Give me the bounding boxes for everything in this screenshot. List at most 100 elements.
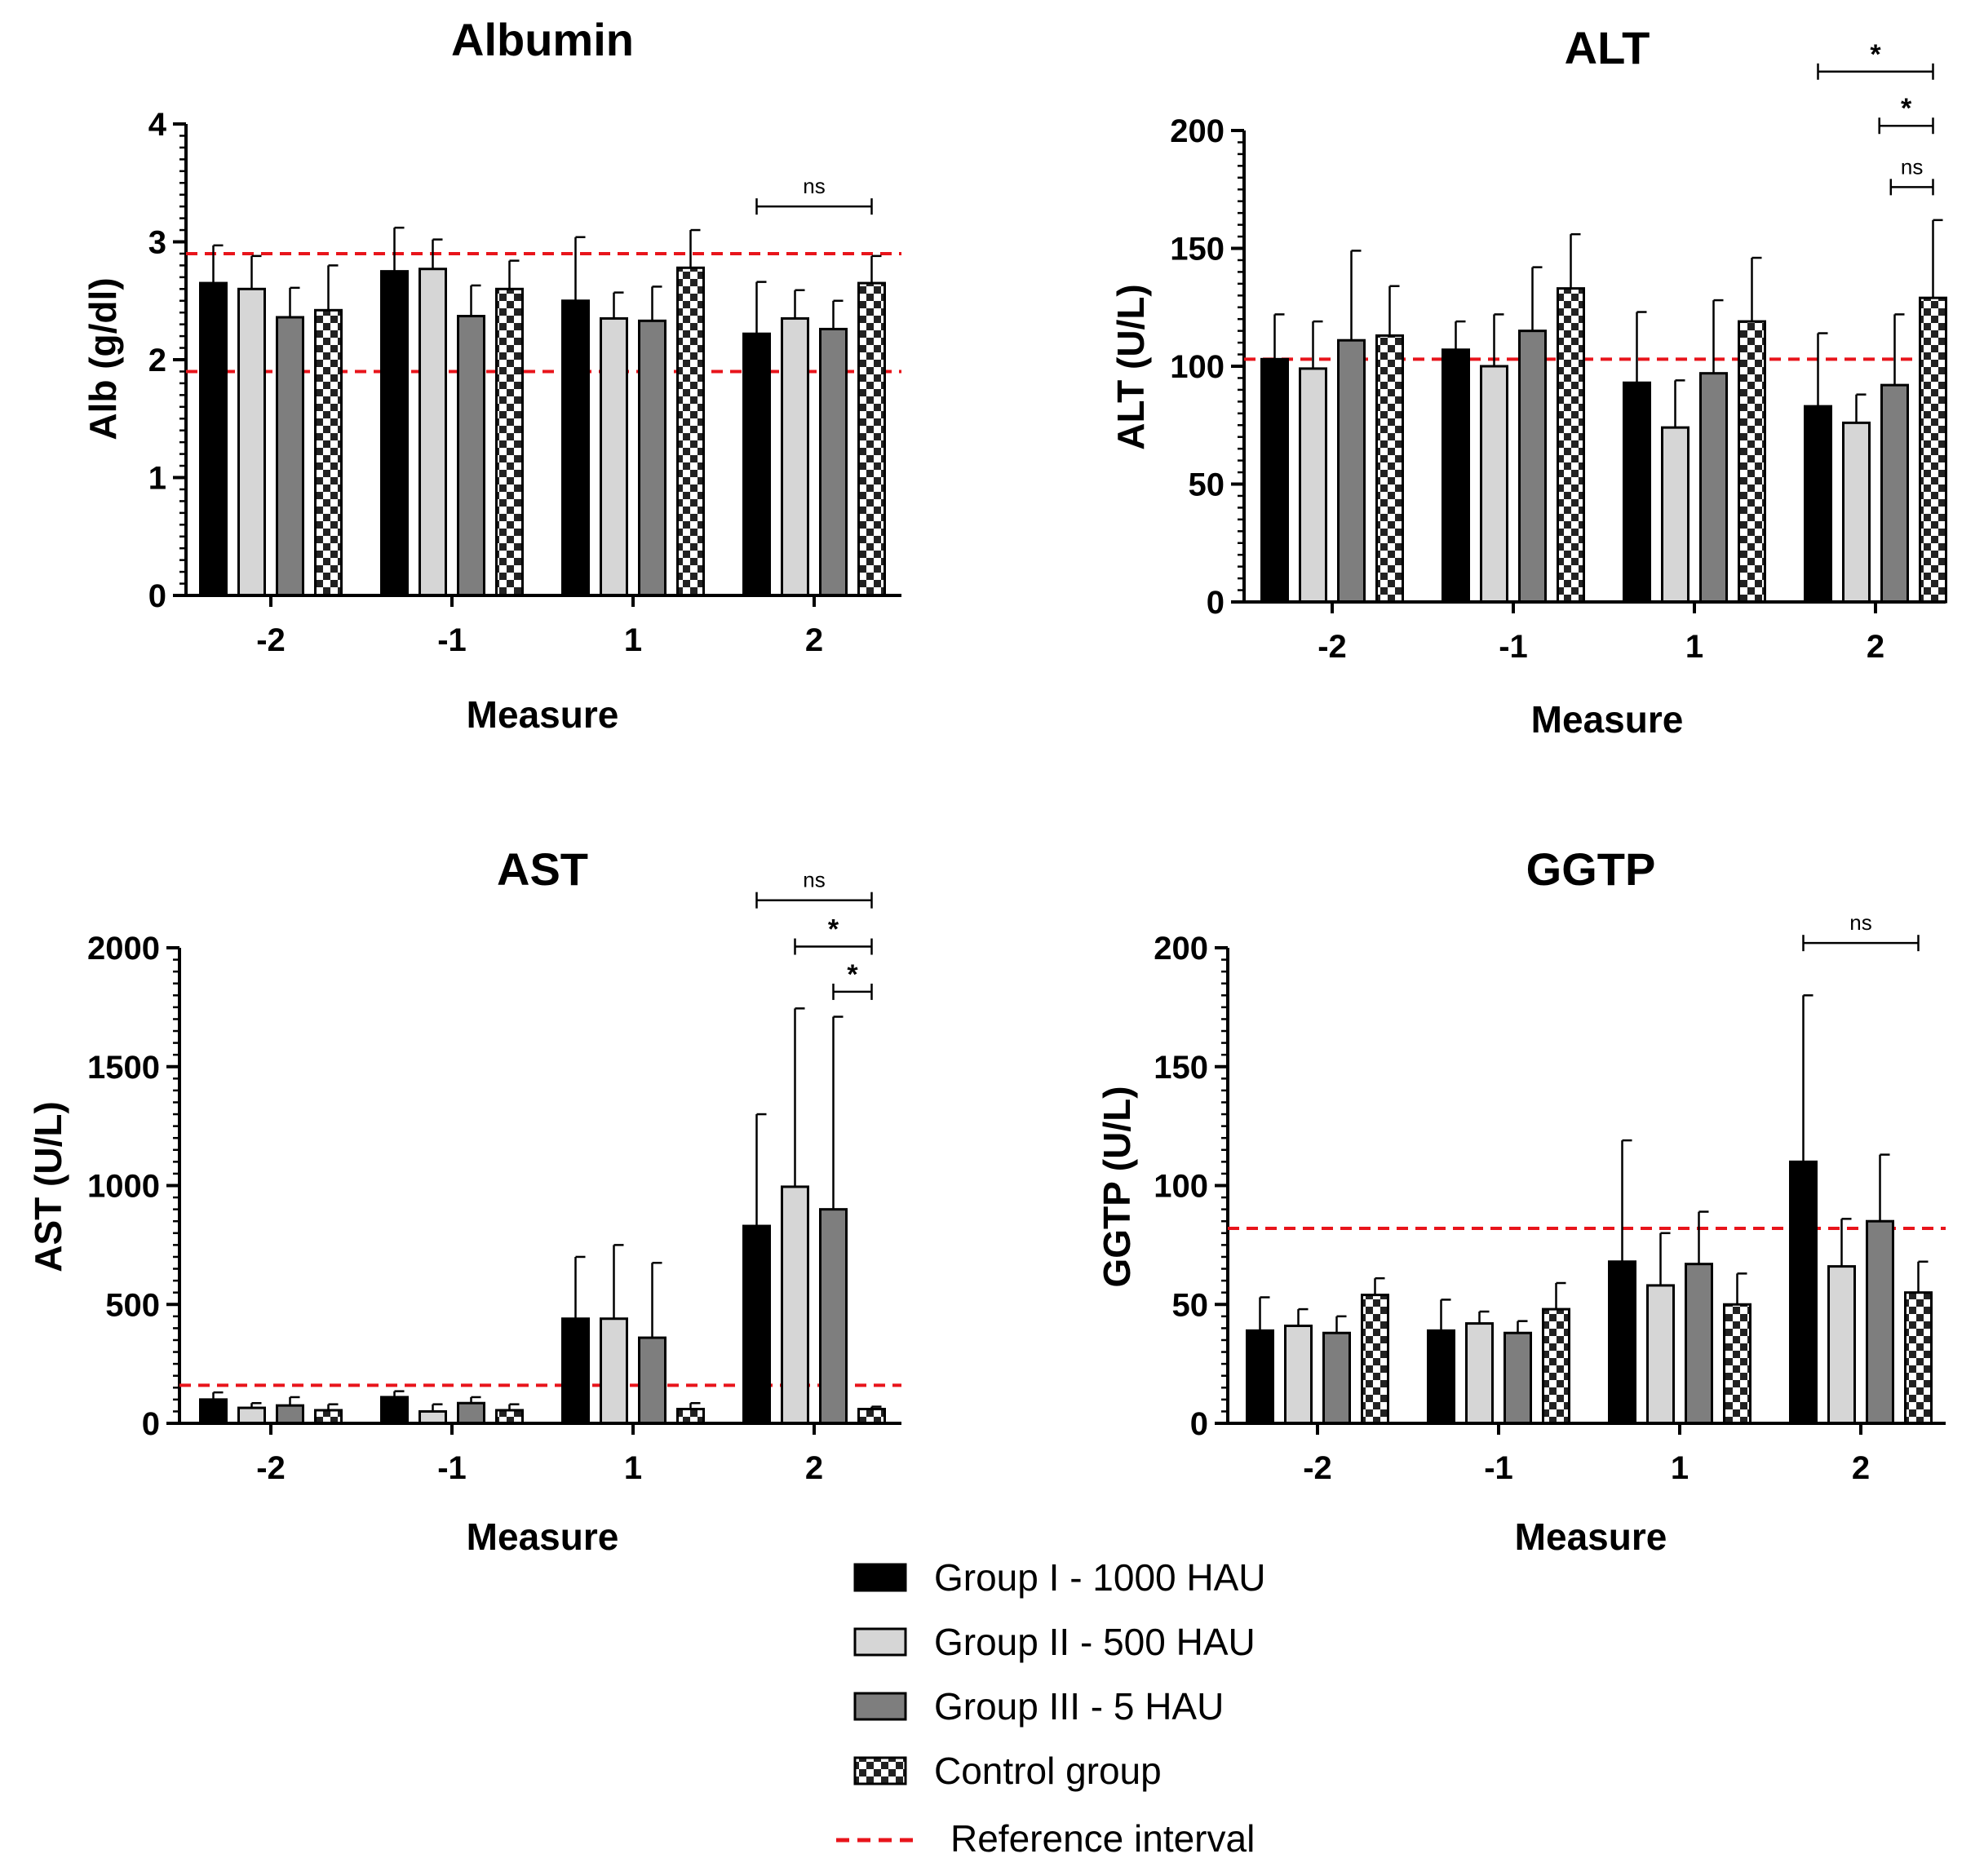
bar xyxy=(199,1398,228,1425)
bar xyxy=(1480,365,1508,604)
bar xyxy=(495,1409,524,1425)
chart-title: ALT xyxy=(1565,22,1650,73)
x-tick-label: 2 xyxy=(805,1450,823,1486)
bar xyxy=(1299,367,1327,604)
x-tick-label: 1 xyxy=(1671,1450,1689,1486)
chart-title: GGTP xyxy=(1526,843,1656,895)
y-tick-label: 1500 xyxy=(87,1050,160,1086)
bar xyxy=(819,327,848,597)
bar xyxy=(237,1406,266,1425)
legend-label: Group I - 1000 HAU xyxy=(934,1556,1266,1599)
bar xyxy=(781,1185,809,1425)
y-tick-label: 3 xyxy=(148,225,166,261)
significance-label: ns xyxy=(1901,154,1923,179)
bar xyxy=(819,1208,848,1425)
x-tick-label: -2 xyxy=(256,622,286,658)
y-tick-label: 500 xyxy=(105,1287,160,1323)
bar xyxy=(314,308,343,597)
bar xyxy=(457,315,485,597)
legend-swatch xyxy=(853,1627,907,1657)
x-tick-label: -2 xyxy=(1303,1450,1332,1486)
legend-label: Group III - 5 HAU xyxy=(934,1685,1224,1728)
bar xyxy=(1260,357,1289,604)
bar xyxy=(1427,1329,1455,1425)
legend-item-reference: Reference interval xyxy=(836,1817,1255,1860)
legend-label: Reference interval xyxy=(950,1817,1255,1860)
bar xyxy=(1919,296,1947,604)
bar xyxy=(1284,1324,1313,1425)
chart-title: Albumin xyxy=(451,14,634,65)
bar xyxy=(561,299,590,597)
bar xyxy=(199,281,228,597)
y-axis-label: GGTP (U/L) xyxy=(1096,1086,1138,1287)
x-tick-label: 2 xyxy=(805,622,823,658)
bar xyxy=(237,287,266,597)
bar xyxy=(600,316,628,597)
y-axis-label: Alb (g/dl) xyxy=(82,277,124,440)
y-tick-label: 50 xyxy=(1172,1287,1209,1323)
bar xyxy=(1685,1263,1713,1425)
bar xyxy=(1557,287,1585,604)
bar xyxy=(676,266,705,597)
significance-label: * xyxy=(828,914,839,945)
bar xyxy=(1804,405,1832,604)
y-tick-label: 0 xyxy=(148,578,166,614)
bar xyxy=(1661,426,1690,604)
y-tick-label: 2000 xyxy=(87,931,160,967)
x-axis-label: Measure xyxy=(1515,1515,1667,1558)
chart-title: AST xyxy=(497,843,588,895)
y-tick-label: 100 xyxy=(1154,1169,1208,1205)
x-tick-label: -2 xyxy=(1318,629,1347,665)
bar xyxy=(676,1408,705,1425)
bar xyxy=(638,319,666,597)
bar xyxy=(1904,1291,1933,1425)
bar xyxy=(1361,1294,1389,1425)
y-tick-label: 50 xyxy=(1189,467,1225,503)
bar xyxy=(1738,320,1766,604)
bar xyxy=(1542,1307,1570,1425)
bar xyxy=(1789,1160,1818,1425)
legend-label: Control group xyxy=(934,1750,1162,1792)
x-tick-label: 1 xyxy=(624,1450,642,1486)
legend-item-group-1: Group I - 1000 HAU xyxy=(853,1556,1266,1599)
bar xyxy=(1465,1322,1494,1425)
bar xyxy=(1723,1303,1752,1425)
bar xyxy=(1623,381,1651,604)
x-tick-label: -1 xyxy=(1499,629,1528,665)
bar xyxy=(1827,1265,1856,1425)
legend-swatch xyxy=(853,1756,907,1785)
significance-label: ns xyxy=(803,868,825,892)
y-tick-label: 4 xyxy=(148,107,167,143)
y-axis-label: ALT (U/L) xyxy=(1109,284,1152,450)
ast-chart: AST Measure AST (U/L) 0 500 1000 1500 2000 -2… xyxy=(27,843,901,1558)
x-tick-label: -1 xyxy=(1484,1450,1513,1486)
x-tick-label: 2 xyxy=(1867,629,1884,665)
legend-label: Group II - 500 HAU xyxy=(934,1621,1256,1663)
bar xyxy=(276,316,304,597)
bar xyxy=(1608,1260,1636,1425)
legend-item-control: Control group xyxy=(853,1750,1162,1792)
y-tick-label: 200 xyxy=(1154,931,1208,967)
significance-label: * xyxy=(847,959,858,990)
x-tick-label: 1 xyxy=(1685,629,1703,665)
y-tick-label: 0 xyxy=(142,1406,160,1442)
x-tick-label: -2 xyxy=(256,1450,286,1486)
bar xyxy=(638,1336,666,1425)
bar xyxy=(600,1317,628,1425)
y-tick-label: 100 xyxy=(1170,349,1224,385)
bar xyxy=(1880,383,1909,604)
bar xyxy=(380,1396,409,1425)
bar xyxy=(418,268,447,597)
bar xyxy=(1322,1331,1351,1425)
y-tick-label: 1 xyxy=(148,461,166,497)
bar xyxy=(276,1404,304,1425)
bar xyxy=(418,1409,447,1425)
ggtp-chart: GGTP Measure GGTP (U/L) 0 50 100 150 200 -2 -1… xyxy=(1096,843,1946,1558)
bar xyxy=(857,281,886,597)
x-tick-label: 2 xyxy=(1852,1450,1870,1486)
y-tick-label: 150 xyxy=(1170,232,1224,268)
bar xyxy=(457,1401,485,1425)
legend-swatch xyxy=(853,1563,907,1592)
legend: Group I - 1000 HAU Group II - 500 HAU Gr… xyxy=(836,1556,1266,1860)
